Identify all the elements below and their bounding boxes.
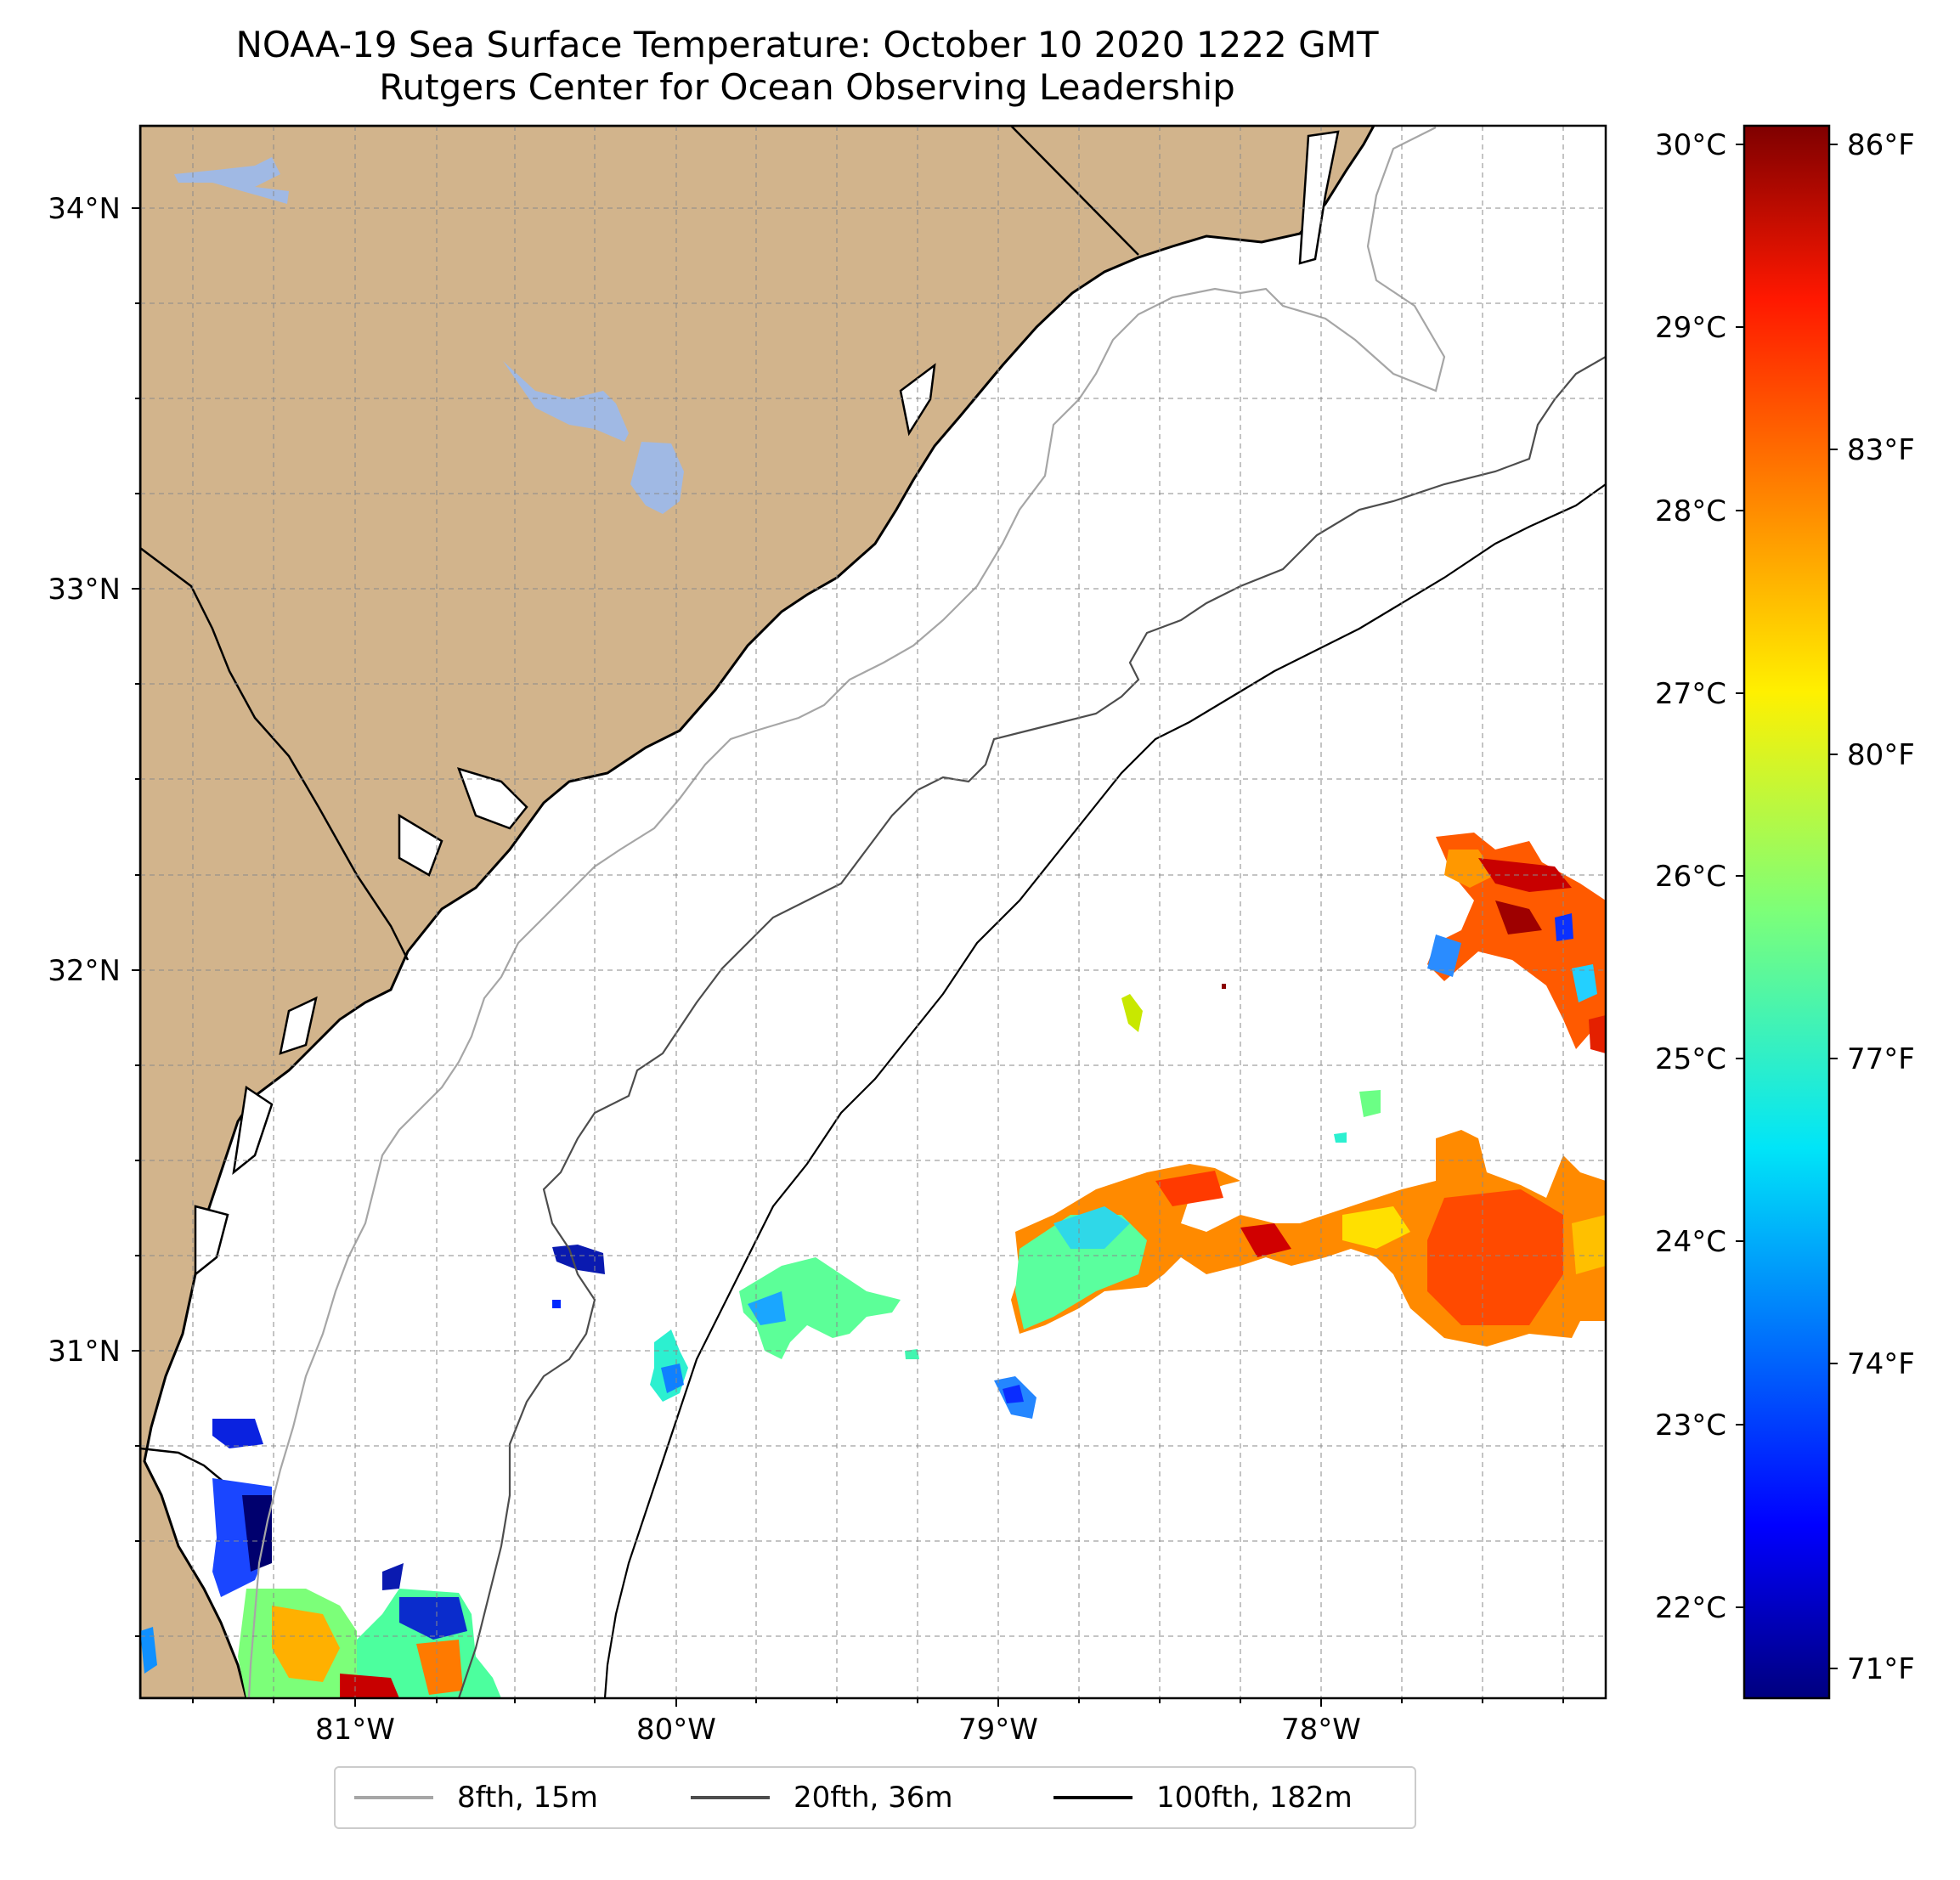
- legend-label: 20fth, 36m: [794, 1781, 953, 1815]
- lake-shape: [503, 361, 629, 442]
- lat-label: 34°N: [48, 192, 121, 226]
- legend-item-20fth: 20fth, 36m: [691, 1768, 953, 1827]
- colorbar-c-label: 28°C: [1655, 494, 1726, 528]
- colorbar-f-label: 74°F: [1847, 1347, 1915, 1381]
- colorbar-f-label: 83°F: [1847, 433, 1915, 467]
- colorbar-c-label: 29°C: [1655, 311, 1726, 345]
- colorbar-c-label: 24°C: [1655, 1225, 1726, 1259]
- colorbar-f-label: 77°F: [1847, 1042, 1915, 1076]
- state-border: [1010, 126, 1139, 256]
- island-shape: [194, 1205, 229, 1277]
- lon-label: 79°W: [958, 1713, 1038, 1747]
- island-shape: [232, 1085, 274, 1175]
- lake-shape: [630, 442, 684, 514]
- colorbar-c-label: 30°C: [1655, 128, 1726, 162]
- lon-label: 80°W: [636, 1713, 716, 1747]
- island-shape: [279, 996, 318, 1055]
- map-gridlines: [140, 126, 1606, 1698]
- isobath-legend: 8fth, 15m 20fth, 36m 100fth, 182m: [334, 1766, 1416, 1829]
- legend-swatch: [354, 1796, 433, 1799]
- inlet-shape: [1298, 130, 1340, 265]
- colorbar-c-label: 23°C: [1655, 1409, 1726, 1442]
- lat-label: 33°N: [48, 573, 121, 607]
- island-shape: [398, 813, 443, 877]
- state-border: [140, 1447, 230, 1488]
- lon-label: 78°W: [1281, 1713, 1361, 1747]
- chart-title: NOAA-19 Sea Surface Temperature: October…: [235, 24, 1379, 65]
- colorbar-f-label: 71°F: [1847, 1652, 1915, 1686]
- colorbar-c-label: 27°C: [1655, 677, 1726, 711]
- colorbar: [1743, 124, 1831, 1700]
- legend-item-8fth: 8fth, 15m: [354, 1768, 598, 1827]
- isobath-20fth: [457, 356, 1606, 1698]
- land-area: [140, 126, 1375, 1698]
- colorbar-c-label: 22°C: [1655, 1591, 1726, 1625]
- isobath-100fth: [603, 483, 1606, 1698]
- legend-swatch: [1053, 1796, 1133, 1799]
- colorbar-ticks: [1736, 144, 1838, 1669]
- lat-label: 31°N: [48, 1335, 121, 1369]
- legend-label: 100fth, 182m: [1156, 1781, 1353, 1815]
- island-shape: [456, 767, 528, 830]
- lon-label: 81°W: [315, 1713, 395, 1747]
- colorbar-c-label: 25°C: [1655, 1042, 1726, 1076]
- state-border: [140, 547, 410, 961]
- colorbar-f-label: 80°F: [1847, 738, 1915, 772]
- axis-ticks: [132, 207, 1564, 1707]
- legend-label: 8fth, 15m: [457, 1781, 598, 1815]
- legend-swatch: [691, 1796, 770, 1799]
- legend-item-100fth: 100fth, 182m: [1053, 1768, 1353, 1827]
- colorbar-c-label: 26°C: [1655, 860, 1726, 894]
- chart-subtitle: Rutgers Center for Ocean Observing Leade…: [379, 66, 1235, 108]
- colorbar-f-label: 86°F: [1847, 128, 1915, 162]
- isobath-8fth: [247, 127, 1446, 1698]
- lat-label: 32°N: [48, 954, 121, 988]
- lake-shape: [174, 157, 289, 204]
- map-frame: [138, 124, 1607, 1700]
